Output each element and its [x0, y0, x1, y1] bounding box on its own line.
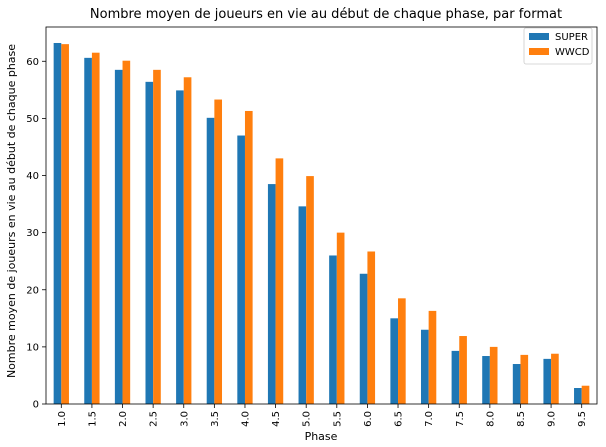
bar-super-7.5 — [451, 350, 460, 404]
bar-wwcd-7.5 — [459, 336, 467, 404]
x-tick-label: 2.5 — [149, 411, 160, 427]
bar-wwcd-6.0 — [367, 251, 376, 404]
bar-super-5.0 — [298, 206, 307, 404]
legend-label-super: SUPER — [555, 32, 588, 43]
bar-super-4.5 — [267, 184, 276, 404]
x-tick-label: 6.0 — [363, 411, 374, 427]
x-tick-label: 4.5 — [271, 411, 282, 427]
bar-super-6.0 — [359, 273, 368, 404]
bar-super-3.5 — [206, 117, 215, 404]
x-tick-label: 1.5 — [87, 411, 98, 427]
chart-title: Nombre moyen de joueurs en vie au début … — [90, 7, 562, 22]
bar-wwcd-8.0 — [489, 346, 498, 404]
y-tick-label: 30 — [26, 228, 39, 239]
bar-super-8.0 — [482, 356, 490, 404]
bar-wwcd-3.5 — [214, 99, 223, 404]
bar-super-2.0 — [114, 69, 123, 404]
legend: SUPER WWCD — [523, 27, 593, 65]
x-tick-label: 6.5 — [394, 411, 405, 427]
bar-wwcd-6.5 — [398, 298, 406, 404]
y-tick-label: 40 — [26, 171, 39, 182]
bar-super-2.5 — [145, 81, 154, 404]
x-tick-label: 1.0 — [57, 411, 68, 427]
x-tick-label: 8.5 — [516, 411, 527, 427]
x-axis-label: Phase — [305, 430, 338, 443]
legend-label-wwcd: WWCD — [555, 47, 590, 58]
bar-wwcd-4.0 — [244, 110, 253, 404]
bar-wwcd-4.5 — [275, 158, 284, 404]
bar-super-9.5 — [574, 388, 582, 404]
x-tick-label: 9.5 — [577, 411, 588, 427]
x-tick-label: 5.0 — [302, 411, 313, 427]
bar-super-5.5 — [329, 255, 337, 404]
y-tick-label: 10 — [26, 342, 39, 353]
bar-super-4.0 — [237, 135, 245, 404]
bar-wwcd-3.0 — [183, 77, 192, 405]
y-tick-label: 50 — [26, 114, 39, 125]
bar-wwcd-2.5 — [153, 69, 161, 404]
x-tick-label: 9.0 — [547, 411, 558, 427]
plot-frame — [45, 26, 598, 405]
x-tick-label: 2.0 — [118, 411, 129, 427]
bar-wwcd-1.5 — [91, 52, 100, 404]
bar-wwcd-7.0 — [428, 310, 437, 404]
x-tick-label: 8.0 — [485, 411, 496, 427]
bar-wwcd-5.5 — [336, 232, 345, 404]
y-tick-label: 0 — [33, 400, 39, 411]
bar-wwcd-2.0 — [122, 60, 131, 404]
y-axis-label: Nombre moyen de joueurs en vie au début … — [5, 44, 18, 378]
bar-super-9.0 — [543, 358, 552, 404]
bar-wwcd-1.0 — [61, 44, 69, 404]
bar-super-3.0 — [176, 90, 184, 405]
x-tick-label: 7.0 — [424, 411, 435, 427]
x-tick-label: 3.5 — [210, 411, 221, 427]
bar-super-7.0 — [420, 329, 429, 404]
bar-super-1.0 — [53, 42, 62, 405]
bar-wwcd-9.0 — [551, 353, 559, 404]
bar-wwcd-9.5 — [581, 385, 590, 404]
x-tick-label: 7.5 — [455, 411, 466, 427]
x-tick-label: 4.0 — [240, 411, 251, 427]
bar-super-1.5 — [84, 57, 92, 404]
bar-super-6.5 — [390, 318, 399, 404]
x-tick-label: 3.0 — [179, 411, 190, 427]
bar-super-8.5 — [512, 364, 521, 404]
bar-wwcd-8.5 — [520, 354, 529, 404]
bar-wwcd-5.0 — [306, 176, 314, 404]
y-tick-label: 60 — [26, 57, 39, 68]
legend-swatch-super — [529, 33, 549, 40]
plot-area: 0 10 20 30 40 50 60 1.0 1.5 2.0 2.5 3.0 3.5 4.0 4.5 5.0… — [26, 26, 598, 427]
y-tick-label: 20 — [26, 285, 39, 296]
x-tick-label: 5.5 — [332, 411, 343, 427]
legend-swatch-wwcd — [529, 48, 549, 55]
